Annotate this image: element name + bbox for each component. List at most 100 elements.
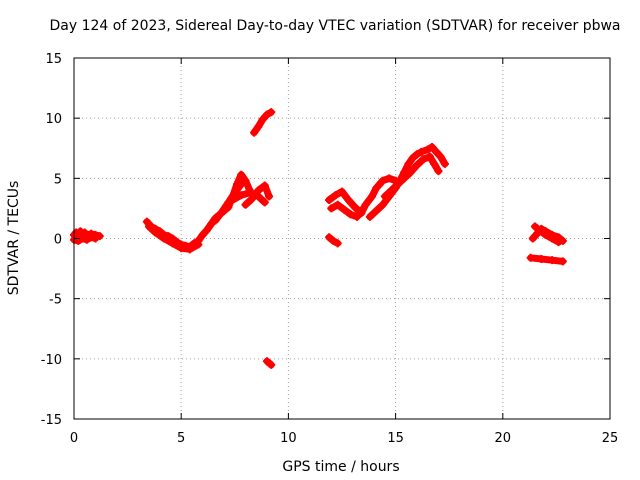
x-tick-label: 15 <box>387 431 404 446</box>
data-point <box>237 191 246 200</box>
data-point <box>400 174 409 183</box>
grid <box>74 58 610 419</box>
x-tick-label: 10 <box>280 431 297 446</box>
data-point <box>262 357 271 366</box>
data-layer <box>70 108 567 369</box>
y-tick-label: 5 <box>54 172 62 187</box>
data-point <box>160 234 169 243</box>
data-point <box>346 210 355 219</box>
y-tick-label: 0 <box>54 233 62 248</box>
data-point <box>241 200 250 209</box>
data-point <box>87 233 96 242</box>
data-point <box>267 108 276 117</box>
data-point <box>380 192 389 201</box>
data-point <box>91 234 100 243</box>
data-point <box>434 167 443 176</box>
data-point <box>329 236 338 245</box>
data-point <box>260 198 269 207</box>
data-point <box>168 239 177 248</box>
data-point <box>350 203 359 212</box>
data-point <box>535 226 544 235</box>
data-point <box>436 152 445 161</box>
data-point <box>250 128 259 137</box>
data-point <box>333 200 342 209</box>
data-point <box>408 153 417 162</box>
data-point <box>82 235 91 244</box>
x-tick-label: 0 <box>70 431 78 446</box>
data-point <box>217 208 226 217</box>
data-point <box>228 195 237 204</box>
chart-title-text: Day 124 of 2023, Sidereal Day-to-day VTE… <box>49 18 621 34</box>
data-point <box>430 159 439 168</box>
data-point <box>419 155 428 164</box>
y-tick-label: 10 <box>45 112 62 127</box>
data-point <box>151 228 160 237</box>
series-trace <box>381 153 442 200</box>
data-point <box>325 195 334 204</box>
data-point <box>267 360 276 369</box>
x-tick-label: 5 <box>177 431 185 446</box>
data-point <box>530 222 539 231</box>
data-point <box>359 204 368 213</box>
data-point <box>241 176 250 185</box>
data-point <box>327 204 336 213</box>
data-point <box>333 239 342 248</box>
data-point <box>194 240 203 249</box>
y-tick-label: 15 <box>45 52 62 67</box>
data-point <box>554 238 563 247</box>
data-point <box>262 110 271 119</box>
data-point <box>145 222 154 231</box>
data-point <box>207 220 216 229</box>
data-point <box>537 254 546 263</box>
data-point <box>417 147 426 156</box>
data-point <box>425 152 434 161</box>
x-tick-label: 25 <box>602 431 619 446</box>
data-point <box>440 159 449 168</box>
data-point <box>340 205 349 214</box>
data-point <box>541 230 550 239</box>
chart-title: Day 124 of 2023, Sidereal Day-to-day VTE… <box>0 18 640 34</box>
y-tick-label: -15 <box>41 413 62 428</box>
data-point <box>428 143 437 152</box>
y-tick-label: -10 <box>41 353 62 368</box>
data-point <box>254 186 263 195</box>
y-axis-label: SDTVAR / TECUs <box>6 181 22 296</box>
data-point <box>237 180 246 189</box>
data-point <box>260 181 269 190</box>
data-point <box>365 212 374 221</box>
data-point <box>185 245 194 254</box>
data-point <box>372 206 381 215</box>
y-tick-label: -5 <box>49 293 62 308</box>
data-point <box>378 176 387 185</box>
data-point <box>372 183 381 192</box>
data-point <box>404 159 413 168</box>
data-point <box>338 187 346 196</box>
data-point <box>353 212 362 221</box>
data-point <box>385 174 394 183</box>
series-trace <box>366 143 449 221</box>
data-point <box>344 195 353 204</box>
data-point <box>202 226 211 235</box>
data-point <box>413 161 422 170</box>
data-point <box>548 234 557 243</box>
data-point <box>177 244 186 253</box>
data-point <box>548 256 557 265</box>
data-point <box>211 216 220 225</box>
data-point <box>254 122 263 131</box>
data-point <box>393 180 402 189</box>
data-point <box>237 170 246 179</box>
data-point <box>558 257 567 266</box>
data-point <box>331 191 340 200</box>
series-trace <box>527 254 567 265</box>
data-point <box>378 200 387 209</box>
data-point <box>387 186 396 195</box>
data-point <box>432 147 441 156</box>
data-point <box>198 230 207 239</box>
data-point <box>528 234 537 243</box>
data-point <box>325 233 334 242</box>
data-point <box>265 192 274 201</box>
data-point <box>368 192 377 201</box>
axis-ticks: 0 5 10 15 20 25 -15 -10 -5 0 5 10 15 <box>41 52 619 446</box>
data-point <box>247 194 256 203</box>
